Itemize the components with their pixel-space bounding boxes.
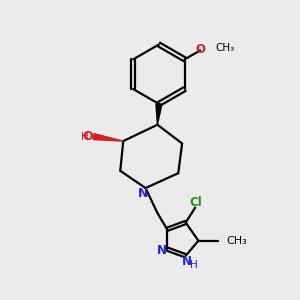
Text: H: H: [81, 132, 89, 142]
Polygon shape: [156, 104, 162, 125]
Polygon shape: [93, 134, 123, 141]
Text: CH₃: CH₃: [226, 236, 247, 246]
Text: CH₃: CH₃: [216, 43, 235, 53]
Text: N: N: [182, 255, 192, 268]
Text: N: N: [157, 244, 167, 257]
Text: O: O: [82, 130, 93, 143]
Text: N: N: [138, 187, 148, 200]
Text: Cl: Cl: [189, 196, 202, 209]
Text: O: O: [196, 43, 206, 56]
Text: H: H: [190, 260, 198, 270]
